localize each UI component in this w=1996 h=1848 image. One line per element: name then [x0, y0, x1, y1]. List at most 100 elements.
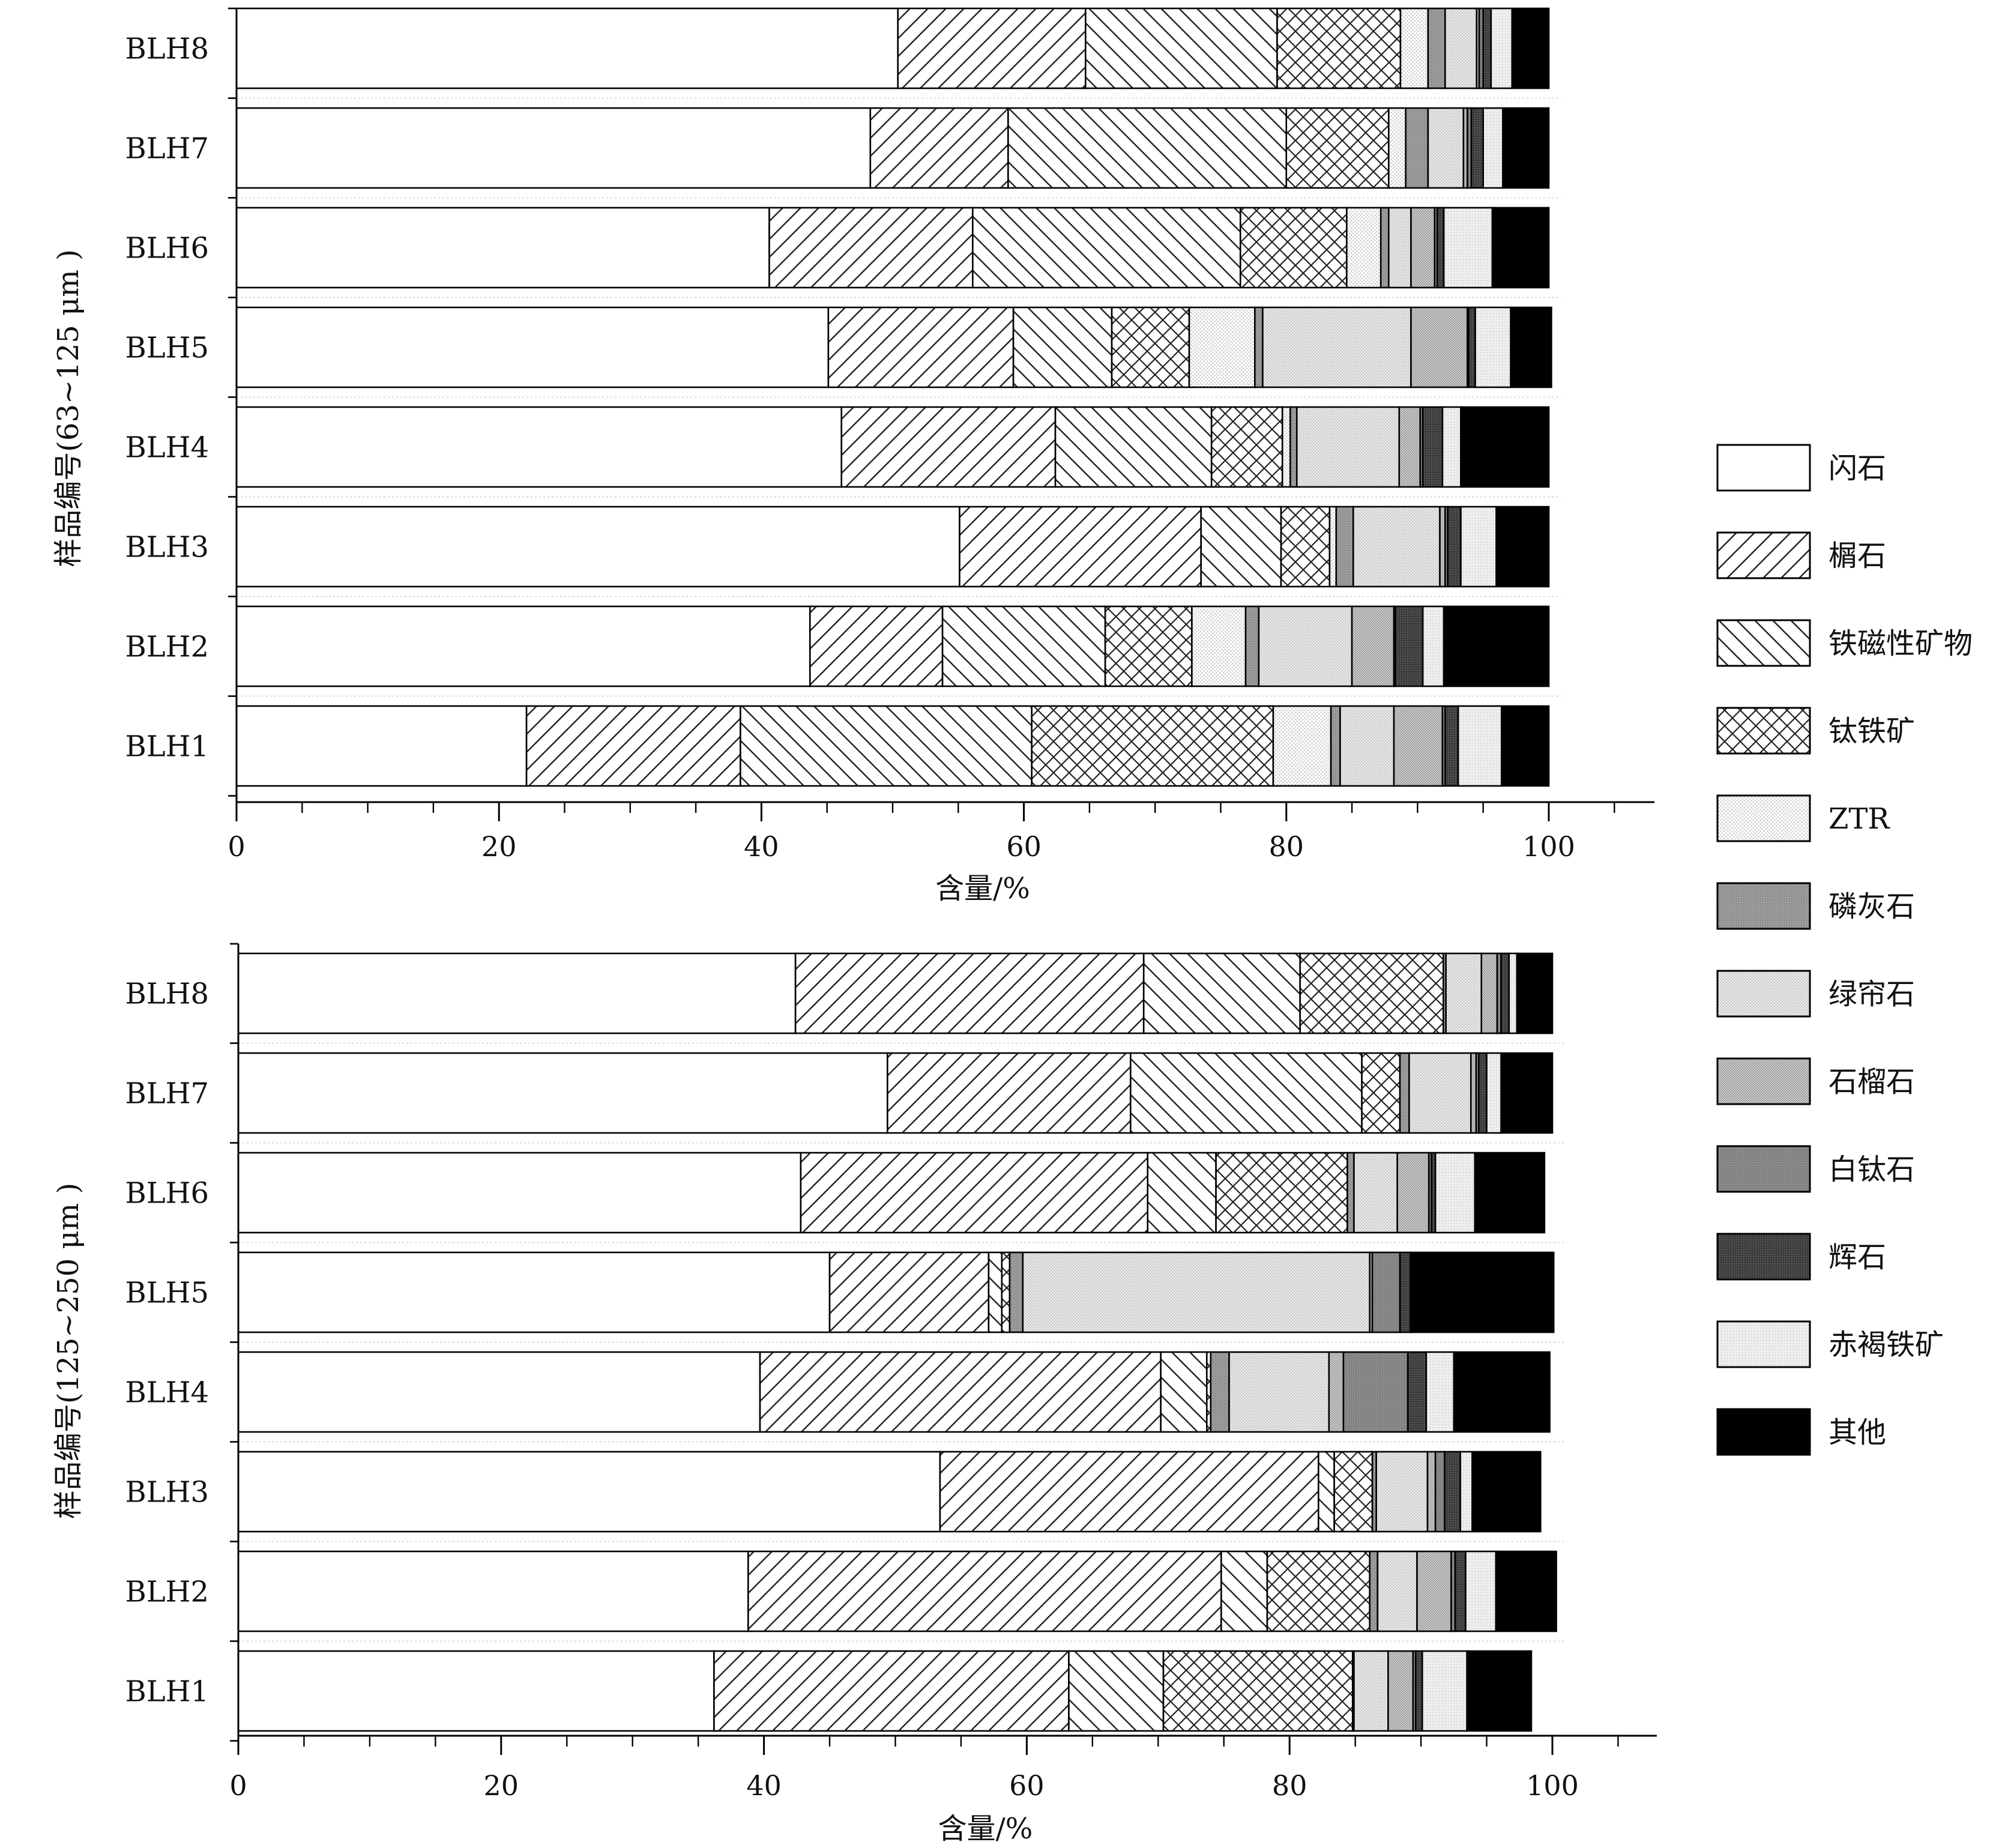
- bar-segment-blh2-12: [1495, 1550, 1557, 1632]
- bar-segment-blh8-4: [1299, 952, 1444, 1034]
- bar-segment-blh6-12: [1474, 1152, 1546, 1234]
- bar-segment-blh2-2: [809, 605, 944, 687]
- bar-segment-blh7-6: [1405, 107, 1429, 189]
- bar-segment-blh5-10: [1468, 306, 1476, 388]
- bar-segment-blh7-7: [1427, 107, 1465, 189]
- x-tick-label: 0: [228, 830, 245, 863]
- bar-segment-blh6-11: [1443, 207, 1494, 289]
- bar-segment-blh4-10: [1422, 406, 1444, 488]
- bar-segment-blh6-10: [1436, 207, 1445, 289]
- legend-swatch-7: [1716, 970, 1811, 1018]
- bar-segment-blh3-10: [1447, 506, 1462, 588]
- bar-segment-blh1-7: [1353, 1650, 1389, 1732]
- bar-segment-blh6-1: [237, 1152, 802, 1234]
- bar-segment-blh1-1: [235, 705, 528, 787]
- legend-swatch-5: [1716, 794, 1811, 842]
- bar-segment-blh5-1: [237, 1251, 831, 1333]
- bar-segment-blh2-7: [1258, 605, 1353, 687]
- x-tick-label: 40: [746, 1769, 782, 1802]
- bar-segment-blh5-6: [1009, 1251, 1024, 1333]
- bar-segment-blh1-11: [1457, 705, 1503, 787]
- bar-segment-blh5-6: [1254, 306, 1264, 388]
- legend-swatch-3: [1716, 619, 1811, 667]
- bar-segment-blh7-6: [1399, 1052, 1410, 1134]
- category-label: BLH4: [125, 1376, 209, 1410]
- bar-segment-blh6-5: [1346, 207, 1382, 289]
- legend-label: 辉石: [1829, 1240, 1886, 1274]
- legend-swatch-9: [1716, 1145, 1811, 1193]
- bar-segment-blh1-3: [740, 705, 1033, 787]
- bar-segment-blh4-6: [1210, 1351, 1230, 1433]
- bar-segment-blh5-7: [1022, 1251, 1371, 1333]
- bar-segment-blh2-3: [1220, 1550, 1268, 1632]
- bar-segment-blh2-1: [235, 605, 811, 687]
- bar-segment-blh3-3: [1200, 506, 1282, 588]
- bar-segment-blh8-1: [237, 952, 797, 1034]
- bar-segment-blh7-1: [235, 107, 872, 189]
- x-tick-label: 80: [1269, 830, 1304, 863]
- bar-segment-blh6-1: [235, 207, 770, 289]
- bar-segment-blh8-4: [1276, 7, 1402, 89]
- bar-segment-blh3-2: [939, 1451, 1319, 1533]
- bar-segment-blh3-8: [1439, 506, 1446, 588]
- bar-segment-blh1-10: [1415, 1650, 1423, 1732]
- legend-swatch-2: [1716, 531, 1811, 579]
- legend-swatch-11: [1716, 1320, 1811, 1368]
- category-label: BLH8: [125, 32, 209, 66]
- bar-segment-blh1-3: [1068, 1650, 1165, 1732]
- category-label: BLH5: [125, 331, 209, 365]
- bar-segment-blh5-4: [1111, 306, 1190, 388]
- bar-segment-blh7-12: [1500, 1052, 1554, 1134]
- category-label: BLH2: [125, 1575, 209, 1609]
- bar-segment-blh6-7: [1353, 1152, 1398, 1234]
- bar-segment-blh1-1: [237, 1650, 715, 1732]
- bar-segment-blh7-3: [1130, 1052, 1363, 1134]
- bar-segment-blh2-5: [1191, 605, 1247, 687]
- bar-segment-blh4-8: [1398, 406, 1422, 488]
- category-label: BLH2: [125, 630, 209, 664]
- bar-segment-blh2-1: [237, 1550, 749, 1632]
- bar-segment-blh5-1: [235, 306, 830, 388]
- bar-segment-blh6-8: [1396, 1152, 1430, 1234]
- bar-segment-blh1-6: [1330, 705, 1341, 787]
- bar-segment-blh1-10: [1444, 705, 1459, 787]
- bar-segment-blh4-12: [1460, 406, 1550, 488]
- bar-segment-blh1-2: [525, 705, 741, 787]
- bar-segment-blh7-4: [1361, 1052, 1401, 1134]
- legend-swatch-10: [1716, 1233, 1811, 1281]
- bar-segment-blh5-12: [1411, 1251, 1555, 1333]
- bar-segment-blh4-8: [1328, 1351, 1345, 1433]
- bar-segment-blh4-9: [1342, 1351, 1409, 1433]
- legend-swatch-6: [1716, 882, 1811, 930]
- x-tick-label: 20: [484, 1769, 519, 1802]
- legend-swatch-8: [1716, 1057, 1811, 1105]
- y-axis-title: 样品编号(125~250 μm ): [52, 1183, 85, 1519]
- bar-segment-blh6-6: [1346, 1152, 1355, 1234]
- bar-segment-blh6-7: [1388, 207, 1412, 289]
- bar-segment-blh4-11: [1441, 406, 1462, 488]
- bar-segment-blh8-5: [1399, 7, 1429, 89]
- x-tick-label: 0: [229, 1769, 247, 1802]
- legend-swatch-1: [1716, 444, 1811, 492]
- bar-segment-blh7-7: [1408, 1052, 1472, 1134]
- bar-segment-blh4-7: [1228, 1351, 1330, 1433]
- category-label: BLH5: [125, 1276, 209, 1310]
- bar-segment-blh8-10: [1482, 7, 1492, 89]
- bar-segment-blh3-8: [1426, 1451, 1437, 1533]
- bar-segment-blh5-12: [1510, 306, 1552, 388]
- legend-label: 钛铁矿: [1829, 714, 1915, 748]
- category-label: BLH6: [125, 1177, 209, 1210]
- category-label: BLH6: [125, 232, 209, 265]
- bar-segment-blh6-3: [1147, 1152, 1217, 1234]
- bar-segment-blh2-12: [1443, 605, 1550, 687]
- legend-label: 白钛石: [1829, 1153, 1915, 1186]
- bar-segment-blh6-8: [1410, 207, 1436, 289]
- bar-segment-blh4-2: [840, 406, 1057, 488]
- legend-label: 石榴石: [1829, 1065, 1915, 1099]
- bar-segment-blh6-2: [768, 207, 974, 289]
- category-label: BLH1: [125, 730, 209, 764]
- bar-segment-blh8-2: [794, 952, 1145, 1034]
- legend-label: 磷灰石: [1829, 890, 1915, 923]
- bar-segment-blh8-3: [1085, 7, 1278, 89]
- bar-segment-blh3-5: [1328, 506, 1337, 588]
